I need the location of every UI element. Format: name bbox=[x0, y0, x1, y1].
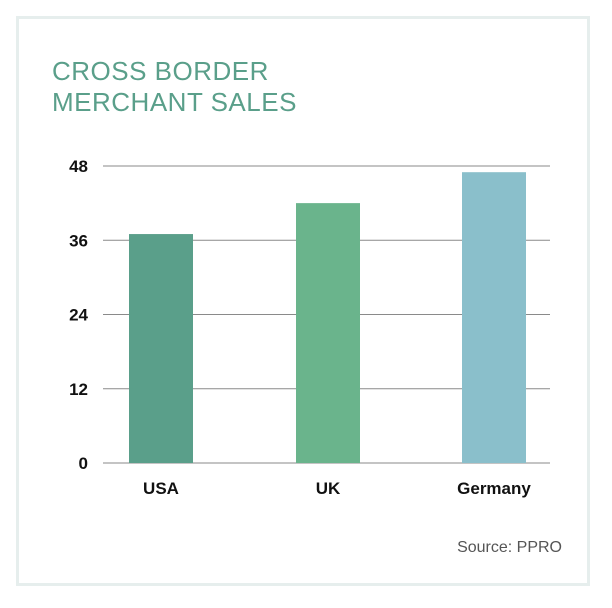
chart-title-line-2: MERCHANT SALES bbox=[52, 87, 297, 117]
chart-title: CROSS BORDER MERCHANT SALES bbox=[52, 56, 297, 118]
chart-title-line-1: CROSS BORDER bbox=[52, 56, 269, 86]
y-tick-label-24: 24 bbox=[69, 306, 88, 325]
x-tick-label-usa: USA bbox=[143, 479, 179, 498]
bar-germany bbox=[462, 172, 526, 463]
y-tick-label-36: 36 bbox=[69, 231, 88, 250]
bar-usa bbox=[129, 234, 193, 463]
y-tick-label-12: 12 bbox=[69, 380, 88, 399]
y-tick-label-0: 0 bbox=[79, 454, 88, 473]
source-note: Source: PPRO bbox=[457, 539, 562, 556]
bar-uk bbox=[296, 203, 360, 463]
y-tick-label-48: 48 bbox=[69, 157, 88, 176]
x-tick-label-uk: UK bbox=[316, 479, 341, 498]
x-tick-label-germany: Germany bbox=[457, 479, 531, 498]
